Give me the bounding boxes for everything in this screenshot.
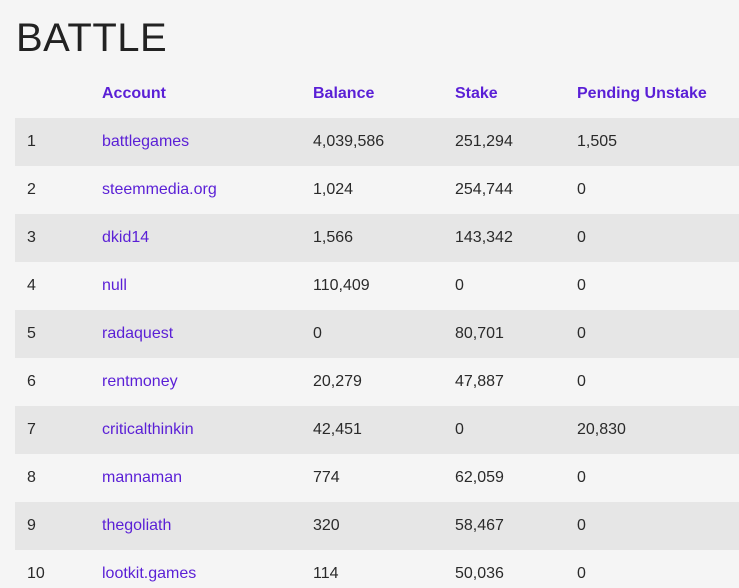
account-cell: mannaman (90, 454, 301, 502)
account-cell: steemmedia.org (90, 166, 301, 214)
stake-cell: 58,467 (443, 502, 565, 550)
rank-cell: 8 (15, 454, 90, 502)
stake-cell: 254,744 (443, 166, 565, 214)
stake-cell: 47,887 (443, 358, 565, 406)
stake-cell: 143,342 (443, 214, 565, 262)
table-header: Account Balance Stake Pending Unstake (15, 70, 739, 118)
account-cell: radaquest (90, 310, 301, 358)
table-row: 4 null 110,409 0 0 (15, 262, 739, 310)
account-cell: rentmoney (90, 358, 301, 406)
table-row: 6 rentmoney 20,279 47,887 0 (15, 358, 739, 406)
account-link[interactable]: criticalthinkin (102, 421, 194, 438)
table-row: 3 dkid14 1,566 143,342 0 (15, 214, 739, 262)
pending-unstake-cell: 0 (565, 358, 739, 406)
pending-unstake-cell: 0 (565, 502, 739, 550)
account-link[interactable]: steemmedia.org (102, 181, 217, 198)
account-link[interactable]: lootkit.games (102, 565, 197, 582)
header-pending-unstake[interactable]: Pending Unstake (577, 85, 707, 102)
rank-cell: 3 (15, 214, 90, 262)
table-row: 1 battlegames 4,039,586 251,294 1,505 (15, 118, 739, 166)
balance-cell: 114 (301, 550, 443, 588)
rank-cell: 6 (15, 358, 90, 406)
account-link[interactable]: mannaman (102, 469, 183, 486)
table-row: 7 criticalthinkin 42,451 0 20,830 (15, 406, 739, 454)
balance-cell: 774 (301, 454, 443, 502)
header-balance[interactable]: Balance (313, 85, 375, 102)
header-rank (15, 70, 90, 118)
account-cell: null (90, 262, 301, 310)
rank-cell: 7 (15, 406, 90, 454)
account-link[interactable]: rentmoney (102, 373, 178, 390)
account-cell: lootkit.games (90, 550, 301, 588)
table-body: 1 battlegames 4,039,586 251,294 1,505 2 steemm… (15, 118, 739, 588)
pending-unstake-cell: 20,830 (565, 406, 739, 454)
account-cell: criticalthinkin (90, 406, 301, 454)
account-link[interactable]: null (102, 277, 127, 294)
account-link[interactable]: dkid14 (102, 229, 150, 246)
stake-cell: 50,036 (443, 550, 565, 588)
pending-unstake-cell: 0 (565, 310, 739, 358)
rank-cell: 1 (15, 118, 90, 166)
account-cell: dkid14 (90, 214, 301, 262)
balance-cell: 320 (301, 502, 443, 550)
account-link[interactable]: thegoliath (102, 517, 172, 534)
table-row: 5 radaquest 0 80,701 0 (15, 310, 739, 358)
stake-cell: 80,701 (443, 310, 565, 358)
balance-cell: 1,024 (301, 166, 443, 214)
pending-unstake-cell: 0 (565, 166, 739, 214)
page-title: BATTLE (16, 16, 168, 60)
pending-unstake-cell: 0 (565, 214, 739, 262)
account-link[interactable]: radaquest (102, 325, 174, 342)
table-header-row: Account Balance Stake Pending Unstake (15, 70, 739, 118)
stake-cell: 251,294 (443, 118, 565, 166)
pending-unstake-cell: 1,505 (565, 118, 739, 166)
stake-cell: 62,059 (443, 454, 565, 502)
balance-cell: 1,566 (301, 214, 443, 262)
table-row: 10 lootkit.games 114 50,036 0 (15, 550, 739, 588)
rank-cell: 9 (15, 502, 90, 550)
rank-cell: 4 (15, 262, 90, 310)
balance-cell: 110,409 (301, 262, 443, 310)
balance-cell: 0 (301, 310, 443, 358)
balance-cell: 20,279 (301, 358, 443, 406)
pending-unstake-cell: 0 (565, 262, 739, 310)
stake-cell: 0 (443, 262, 565, 310)
table-row: 2 steemmedia.org 1,024 254,744 0 (15, 166, 739, 214)
account-cell: battlegames (90, 118, 301, 166)
header-stake[interactable]: Stake (455, 85, 498, 102)
account-cell: thegoliath (90, 502, 301, 550)
stake-cell: 0 (443, 406, 565, 454)
rank-cell: 2 (15, 166, 90, 214)
pending-unstake-cell: 0 (565, 454, 739, 502)
account-link[interactable]: battlegames (102, 133, 190, 150)
rank-cell: 5 (15, 310, 90, 358)
table-row: 9 thegoliath 320 58,467 0 (15, 502, 739, 550)
rank-cell: 10 (15, 550, 90, 588)
pending-unstake-cell: 0 (565, 550, 739, 588)
table-row: 8 mannaman 774 62,059 0 (15, 454, 739, 502)
header-account[interactable]: Account (102, 85, 166, 102)
balance-cell: 4,039,586 (301, 118, 443, 166)
balance-cell: 42,451 (301, 406, 443, 454)
